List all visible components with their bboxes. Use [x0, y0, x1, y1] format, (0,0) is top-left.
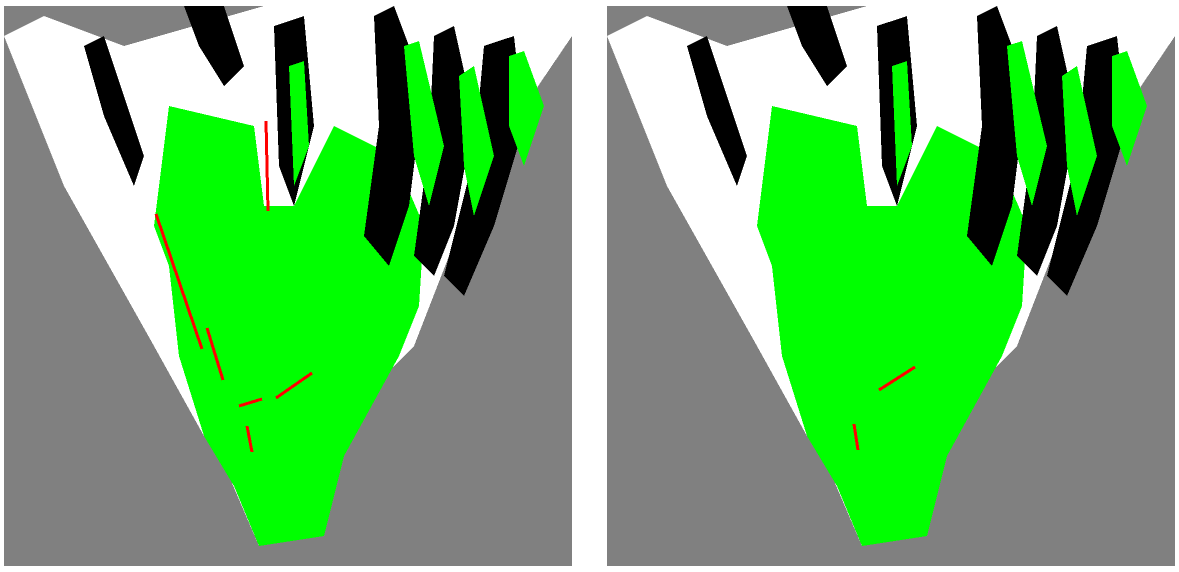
detected-line	[245, 425, 254, 453]
detected-lines	[852, 365, 916, 451]
detected-line	[264, 120, 270, 212]
noise-speckle	[892, 41, 1147, 216]
noise-speckle	[289, 41, 544, 216]
occupancy-grid-right	[607, 6, 1175, 566]
traversable-region	[757, 106, 1027, 546]
detected-line	[852, 423, 860, 451]
detected-line	[275, 371, 313, 400]
traversable-region	[154, 106, 424, 546]
occupancy-grid-panel-left	[4, 6, 572, 566]
detected-lines	[154, 120, 313, 453]
detected-line	[205, 327, 225, 381]
detected-line	[238, 397, 263, 408]
detected-line	[154, 213, 204, 350]
detected-line	[878, 365, 916, 392]
occupancy-grid-left	[4, 6, 572, 566]
occupancy-grid-panel-right	[607, 6, 1175, 566]
